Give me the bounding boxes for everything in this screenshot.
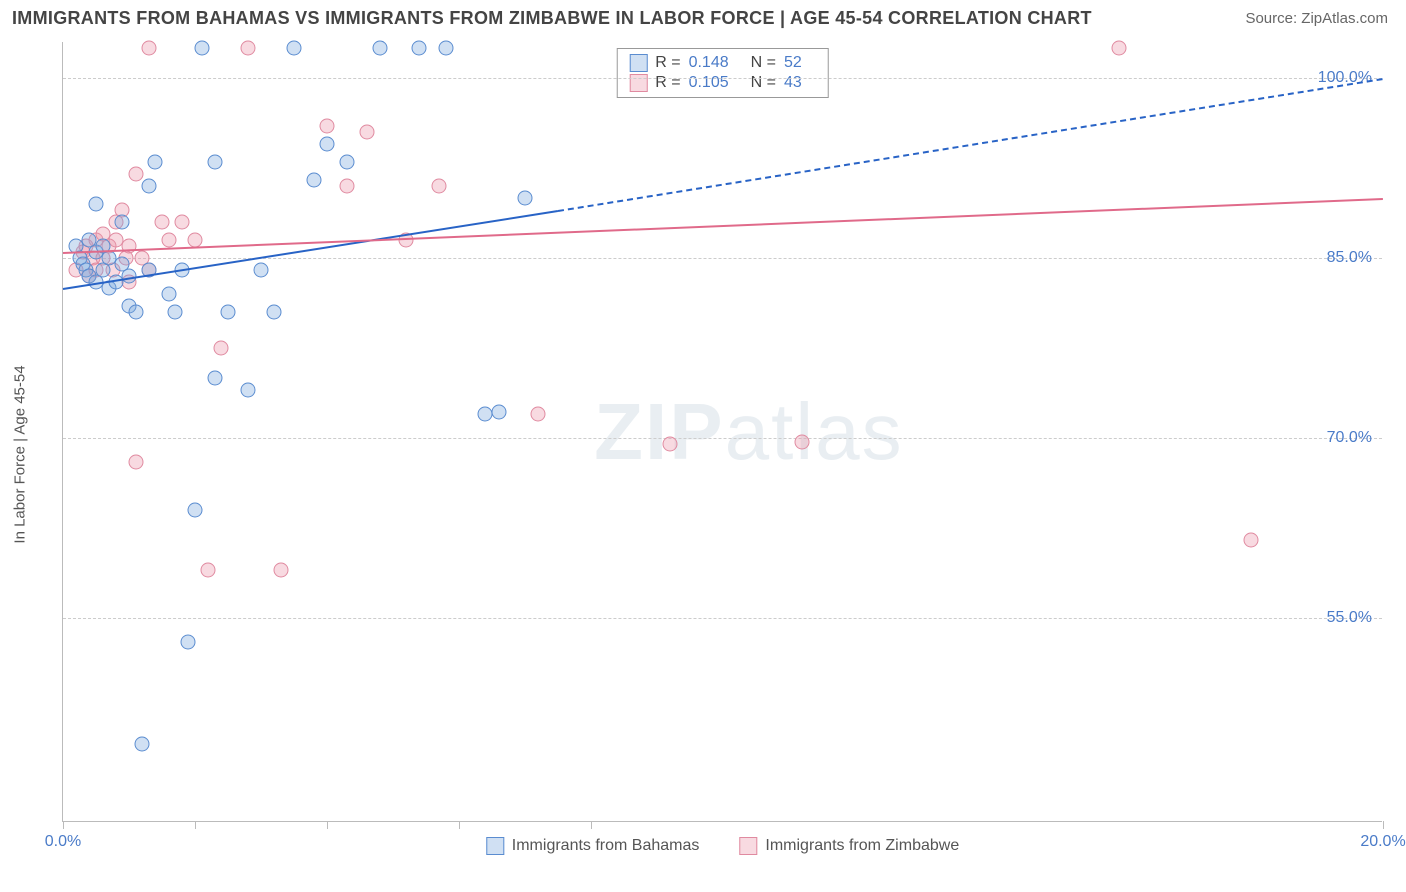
scatter-point — [128, 167, 143, 182]
n-value-blue: 52 — [784, 54, 802, 72]
r-label: R = — [655, 54, 680, 72]
scatter-point — [438, 41, 453, 56]
scatter-point — [221, 305, 236, 320]
scatter-point — [412, 41, 427, 56]
y-tick-label: 55.0% — [1327, 609, 1372, 627]
scatter-point — [155, 215, 170, 230]
scatter-point — [188, 233, 203, 248]
gridline — [63, 438, 1382, 439]
scatter-point — [168, 305, 183, 320]
swatch-blue-icon — [486, 837, 504, 855]
scatter-point — [128, 455, 143, 470]
scatter-point — [518, 191, 533, 206]
scatter-point — [174, 215, 189, 230]
scatter-point — [432, 179, 447, 194]
legend-item-bahamas: Immigrants from Bahamas — [486, 837, 700, 855]
scatter-point — [339, 179, 354, 194]
legend-label-zimbabwe: Immigrants from Zimbabwe — [765, 837, 959, 855]
header: IMMIGRANTS FROM BAHAMAS VS IMMIGRANTS FR… — [0, 0, 1406, 35]
chart-title: IMMIGRANTS FROM BAHAMAS VS IMMIGRANTS FR… — [12, 8, 1092, 29]
gridline — [63, 618, 1382, 619]
legend-label-bahamas: Immigrants from Bahamas — [512, 837, 700, 855]
scatter-point — [1112, 41, 1127, 56]
gridline — [63, 78, 1382, 79]
x-tick — [1383, 821, 1384, 829]
n-value-pink: 43 — [784, 74, 802, 92]
scatter-point — [795, 434, 810, 449]
scatter-point — [135, 737, 150, 752]
r-value-blue: 0.148 — [689, 54, 729, 72]
scatter-point — [663, 437, 678, 452]
n-label: N = — [751, 54, 776, 72]
x-tick-label: 0.0% — [45, 833, 81, 851]
legend-row-blue: R = 0.148 N = 52 — [629, 53, 816, 73]
chart-container: In Labor Force | Age 45-54 ZIPatlas R = … — [42, 42, 1392, 850]
scatter-point — [207, 155, 222, 170]
scatter-point — [240, 41, 255, 56]
scatter-point — [273, 563, 288, 578]
scatter-point — [89, 197, 104, 212]
scatter-point — [320, 119, 335, 134]
scatter-point — [161, 233, 176, 248]
x-tick — [63, 821, 64, 829]
scatter-point — [531, 407, 546, 422]
scatter-point — [207, 371, 222, 386]
swatch-blue-icon — [629, 54, 647, 72]
scatter-point — [306, 173, 321, 188]
scatter-point — [1244, 533, 1259, 548]
scatter-point — [141, 179, 156, 194]
scatter-point — [372, 41, 387, 56]
y-tick-label: 85.0% — [1327, 249, 1372, 267]
scatter-point — [181, 635, 196, 650]
scatter-point — [188, 503, 203, 518]
scatter-point — [141, 41, 156, 56]
trendline — [63, 198, 1383, 254]
y-axis-label: In Labor Force | Age 45-54 — [12, 365, 29, 543]
x-tick-label: 20.0% — [1360, 833, 1405, 851]
legend-item-zimbabwe: Immigrants from Zimbabwe — [739, 837, 959, 855]
scatter-point — [320, 137, 335, 152]
x-tick — [195, 821, 196, 829]
n-label: N = — [751, 74, 776, 92]
x-tick — [327, 821, 328, 829]
scatter-point — [115, 215, 130, 230]
scatter-point — [201, 563, 216, 578]
swatch-pink-icon — [739, 837, 757, 855]
scatter-point — [194, 41, 209, 56]
scatter-point — [214, 341, 229, 356]
legend-correlation: R = 0.148 N = 52 R = 0.105 N = 43 — [616, 48, 829, 98]
source-label: Source: ZipAtlas.com — [1245, 10, 1388, 27]
trendline — [558, 78, 1383, 212]
scatter-point — [267, 305, 282, 320]
scatter-point — [254, 263, 269, 278]
legend-series: Immigrants from Bahamas Immigrants from … — [486, 837, 959, 855]
scatter-point — [161, 287, 176, 302]
legend-row-pink: R = 0.105 N = 43 — [629, 73, 816, 93]
scatter-point — [148, 155, 163, 170]
swatch-pink-icon — [629, 74, 647, 92]
x-tick — [591, 821, 592, 829]
watermark: ZIPatlas — [594, 386, 903, 478]
r-label: R = — [655, 74, 680, 92]
scatter-point — [128, 305, 143, 320]
scatter-point — [359, 125, 374, 140]
plot-area: ZIPatlas R = 0.148 N = 52 R = 0.105 N = … — [62, 42, 1382, 822]
scatter-point — [240, 383, 255, 398]
x-tick — [459, 821, 460, 829]
watermark-light: atlas — [725, 387, 904, 476]
r-value-pink: 0.105 — [689, 74, 729, 92]
watermark-bold: ZIP — [594, 387, 724, 476]
scatter-point — [339, 155, 354, 170]
y-tick-label: 70.0% — [1327, 429, 1372, 447]
scatter-point — [491, 404, 506, 419]
scatter-point — [287, 41, 302, 56]
